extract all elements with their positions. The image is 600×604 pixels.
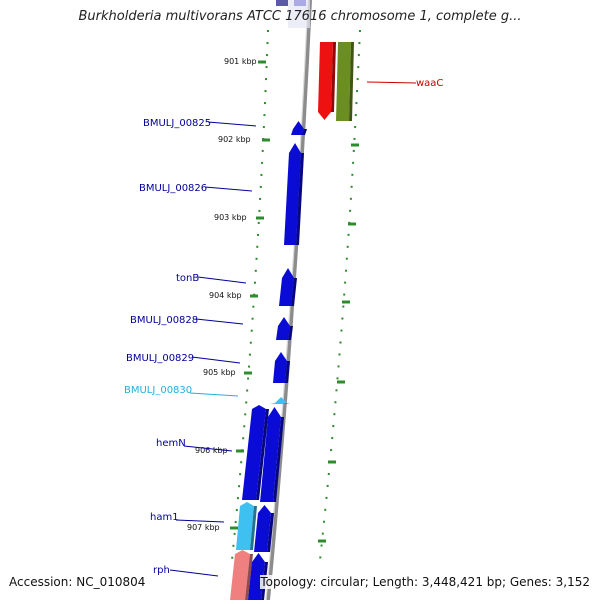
gene-bmulj-00826-shade xyxy=(296,153,304,245)
gene-ham1-b[interactable] xyxy=(254,505,271,552)
gene-bmulj-00830-shade xyxy=(282,403,290,404)
kbp-tick-label: 906 kbp xyxy=(195,446,228,455)
gene-label[interactable]: BMULJ_00829 xyxy=(126,353,194,364)
gene-waac[interactable] xyxy=(318,42,333,120)
gene-label[interactable]: hemN xyxy=(156,438,186,449)
kbp-tick-label: 903 kbp xyxy=(214,213,247,222)
gene-label-leader xyxy=(366,81,417,84)
kbp-tick-label: 902 kbp xyxy=(218,135,251,144)
gene-bmulj-00828[interactable] xyxy=(276,317,290,340)
gene-ham1-b-shade xyxy=(267,513,274,552)
accession-text: Accession: NC_010804 xyxy=(9,575,146,589)
gene-ham1-a[interactable] xyxy=(236,502,254,550)
gene-rph-a[interactable] xyxy=(230,550,250,600)
gene-label[interactable]: BMULJ_00826 xyxy=(139,183,207,194)
kbp-tick-label: 904 kbp xyxy=(209,291,242,300)
gene-label[interactable]: BMULJ_00828 xyxy=(130,315,198,326)
gene-label-leader xyxy=(197,276,247,284)
gene-olive-block-shade xyxy=(349,42,354,121)
gene-hemn-b-shade xyxy=(273,417,284,502)
gene-bmulj-00829[interactable] xyxy=(273,352,287,383)
gene-label[interactable]: BMULJ_00825 xyxy=(143,118,211,129)
gene-label[interactable]: BMULJ_00830 xyxy=(124,385,192,396)
gene-label-leader xyxy=(195,318,244,325)
gene-bmulj-00830[interactable] xyxy=(270,397,287,404)
summary-text: Topology: circular; Length: 3,448,421 bp… xyxy=(260,575,590,589)
gene-hemn-a-shade xyxy=(256,409,269,500)
gene-label[interactable]: ham1 xyxy=(150,512,179,523)
gene-label-leader xyxy=(191,356,241,364)
gene-bmulj-00829-shade xyxy=(285,361,290,383)
gene-hemn-a[interactable] xyxy=(242,405,266,500)
gene-olive-block[interactable] xyxy=(336,42,351,121)
gene-bmulj-00826[interactable] xyxy=(284,143,301,245)
gene-rph-a-shade xyxy=(245,554,253,600)
top-gene-stub-bg xyxy=(288,0,310,28)
gene-bmulj-00825[interactable] xyxy=(291,121,304,135)
gene-label[interactable]: tonB xyxy=(176,273,199,284)
gene-label-leader xyxy=(183,445,233,452)
gene-bmulj-00828-shade xyxy=(288,326,293,340)
gene-label-leader xyxy=(204,186,253,192)
gene-label-leader xyxy=(169,569,219,577)
top-gene-stub-1[interactable] xyxy=(276,0,288,6)
gene-label[interactable]: waaC xyxy=(416,78,443,89)
gene-bmulj-00825-shade xyxy=(302,129,307,135)
gene-tonb[interactable] xyxy=(279,268,294,306)
gene-hemn-b[interactable] xyxy=(260,407,281,502)
gene-ham1-a-shade xyxy=(250,506,257,550)
map-title: Burkholderia multivorans ATCC 17616 chro… xyxy=(78,9,522,24)
gene-label-leader xyxy=(189,392,239,397)
gene-label[interactable]: rph xyxy=(153,565,170,576)
gene-label-leader xyxy=(175,519,225,523)
kbp-tick-label: 905 kbp xyxy=(203,368,236,377)
gene-label-leader xyxy=(207,121,257,127)
gene-tonb-shade xyxy=(291,278,297,306)
gene-waac-shade xyxy=(331,42,336,112)
kbp-tick-label: 901 kbp xyxy=(224,57,257,66)
kbp-tick-label: 907 kbp xyxy=(187,523,220,532)
